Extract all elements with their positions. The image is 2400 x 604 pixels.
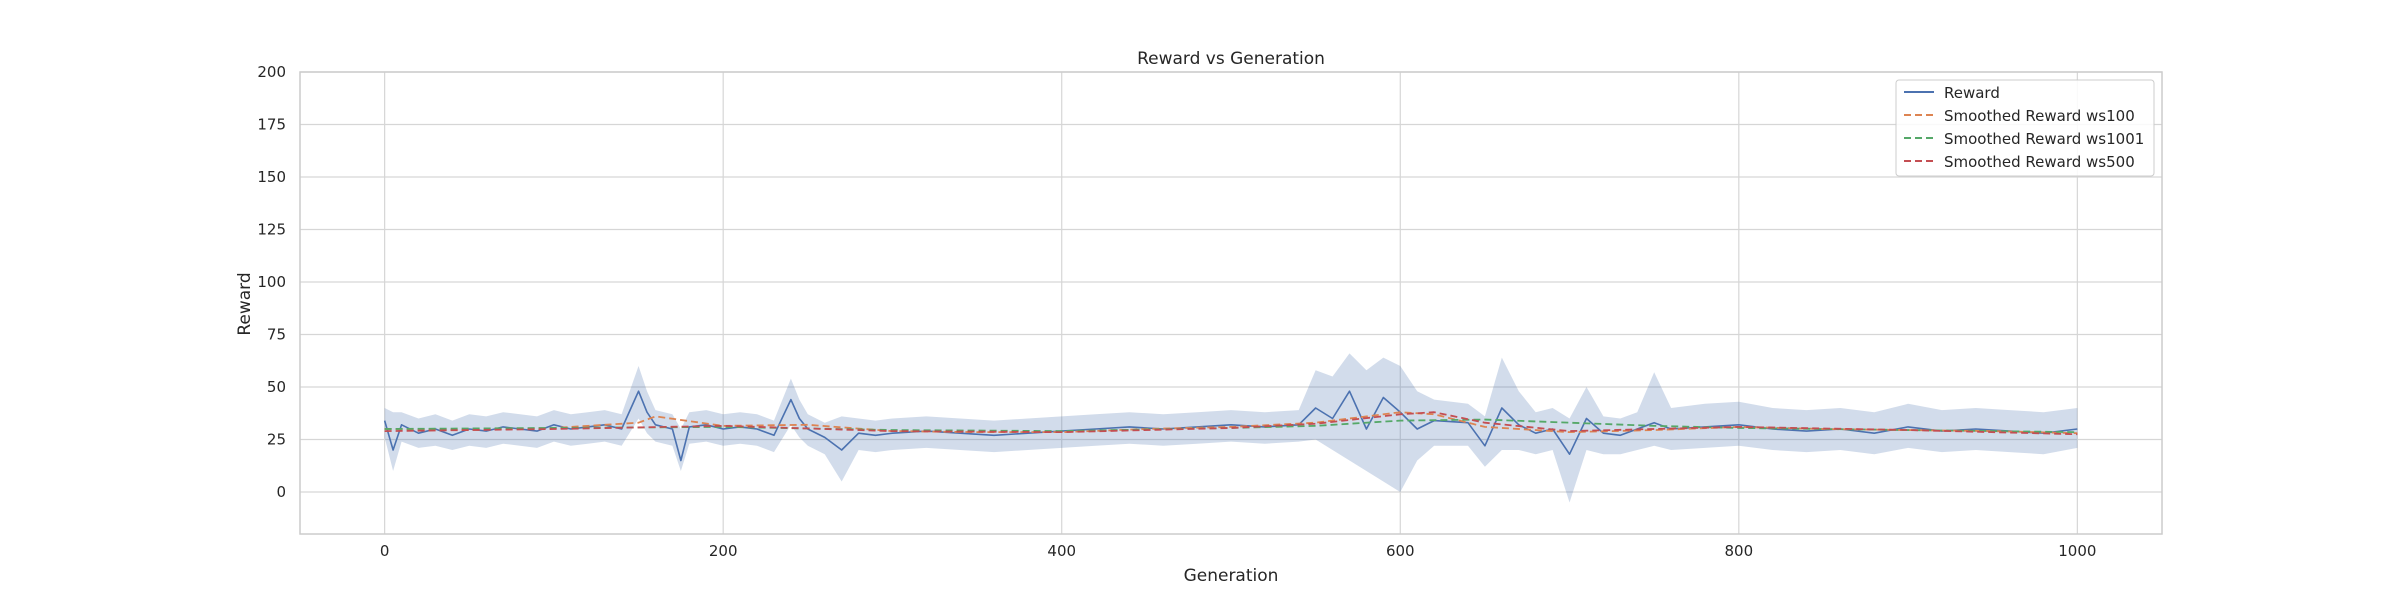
legend-label-ws500: Smoothed Reward ws500: [1944, 153, 2135, 171]
x-tick-label: 800: [1724, 542, 1753, 560]
reward-band-area: [384, 353, 2078, 503]
legend-label-ws1001: Smoothed Reward ws1001: [1944, 130, 2144, 148]
x-tick-label: 400: [1047, 542, 1076, 560]
reward-band: [384, 353, 2078, 503]
x-tick-label: 0: [380, 542, 390, 560]
x-tick-label: 1000: [2058, 542, 2096, 560]
legend-label-reward: Reward: [1944, 84, 2000, 102]
y-tick-label: 125: [257, 221, 286, 239]
x-tick-label: 200: [709, 542, 738, 560]
y-tick-label: 50: [267, 378, 286, 396]
y-tick-label: 75: [267, 326, 286, 344]
y-tick-label: 150: [257, 168, 286, 186]
series-lines: [383, 390, 2078, 462]
y-tick-label: 25: [267, 431, 286, 449]
series-line-1: [384, 411, 2078, 435]
legend-box: [1895, 79, 2155, 177]
plot-background: [300, 72, 2162, 534]
series-line-3: [384, 411, 2078, 436]
x-tick-labels: 0 200 400 600 800 1000: [380, 542, 2097, 560]
y-tick-label: 100: [257, 273, 286, 291]
y-tick-label: 175: [257, 116, 286, 134]
x-tick-label: 600: [1386, 542, 1415, 560]
plot-frame: [299, 71, 2163, 535]
legend-label-ws100: Smoothed Reward ws100: [1944, 107, 2135, 125]
y-tick-labels: 0 25 50 75 100 125 150 175 200: [257, 63, 286, 501]
legend: Reward Smoothed Reward ws100 Smoothed Re…: [1895, 79, 2155, 177]
y-tick-label: 0: [276, 483, 286, 501]
x-axis-label: Generation: [1184, 566, 1279, 586]
chart-title: Reward vs Generation: [1137, 49, 1325, 69]
y-axis-label: Reward: [235, 272, 255, 335]
y-tick-label: 200: [257, 63, 286, 81]
